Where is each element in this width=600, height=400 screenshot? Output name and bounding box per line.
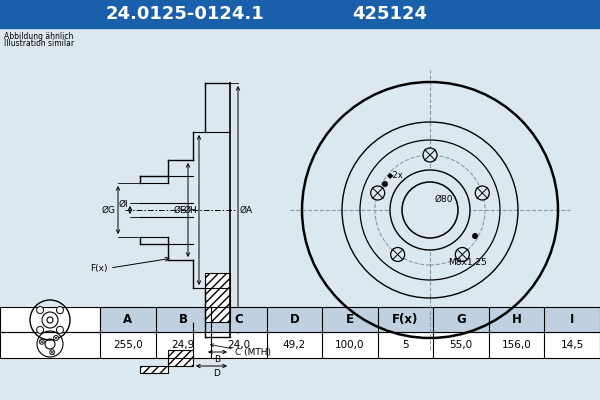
Bar [0,307,600,358]
Circle shape [56,307,64,314]
Polygon shape [140,366,168,373]
Text: C: C [235,313,243,326]
Circle shape [423,148,437,162]
Text: 24,9: 24,9 [172,340,195,350]
Text: M8x1,25: M8x1,25 [448,258,487,266]
Circle shape [37,307,44,314]
Circle shape [391,248,404,262]
Text: D: D [213,369,220,378]
Text: 24,0: 24,0 [227,340,250,350]
Text: 5: 5 [402,340,409,350]
Text: A: A [123,313,133,326]
Text: Abbildung ähnlich: Abbildung ähnlich [4,32,73,41]
Circle shape [371,186,385,200]
Circle shape [53,336,59,340]
Text: ØG: ØG [102,206,116,214]
Text: Ø80: Ø80 [435,195,454,204]
Text: 255,0: 255,0 [113,340,143,350]
Text: I: I [570,313,574,326]
Text: ØI: ØI [118,200,128,209]
Text: B: B [214,355,221,364]
Text: ØA: ØA [240,206,253,214]
Text: 425124: 425124 [353,5,427,23]
Circle shape [37,326,44,333]
Bar [0,0,600,28]
Text: 156,0: 156,0 [502,340,532,350]
Text: G: G [456,313,466,326]
Bar [100,307,600,332]
Text: ØH: ØH [183,206,197,214]
Text: ØE: ØE [173,206,186,214]
Circle shape [56,326,64,333]
Text: 14,5: 14,5 [560,340,584,350]
Polygon shape [205,273,230,322]
Text: 100,0: 100,0 [335,340,365,350]
Circle shape [50,350,55,355]
Text: F(x): F(x) [392,313,419,326]
Text: ◆2x: ◆2x [388,170,404,179]
Circle shape [47,317,53,323]
Circle shape [390,170,470,250]
Circle shape [39,339,44,344]
Circle shape [402,182,458,238]
Text: H: H [512,313,521,326]
Text: E: E [346,313,354,326]
Circle shape [455,248,469,262]
Circle shape [382,181,388,187]
Text: F(x): F(x) [91,264,108,272]
Polygon shape [168,350,193,366]
Circle shape [475,186,490,200]
Text: Illustration similar: Illustration similar [4,39,74,48]
Text: C (MTH): C (MTH) [235,348,271,356]
Text: 49,2: 49,2 [283,340,306,350]
Text: B: B [179,313,188,326]
Text: D: D [290,313,299,326]
Circle shape [472,233,478,239]
Text: 55,0: 55,0 [449,340,473,350]
Text: 24.0125-0124.1: 24.0125-0124.1 [106,5,265,23]
